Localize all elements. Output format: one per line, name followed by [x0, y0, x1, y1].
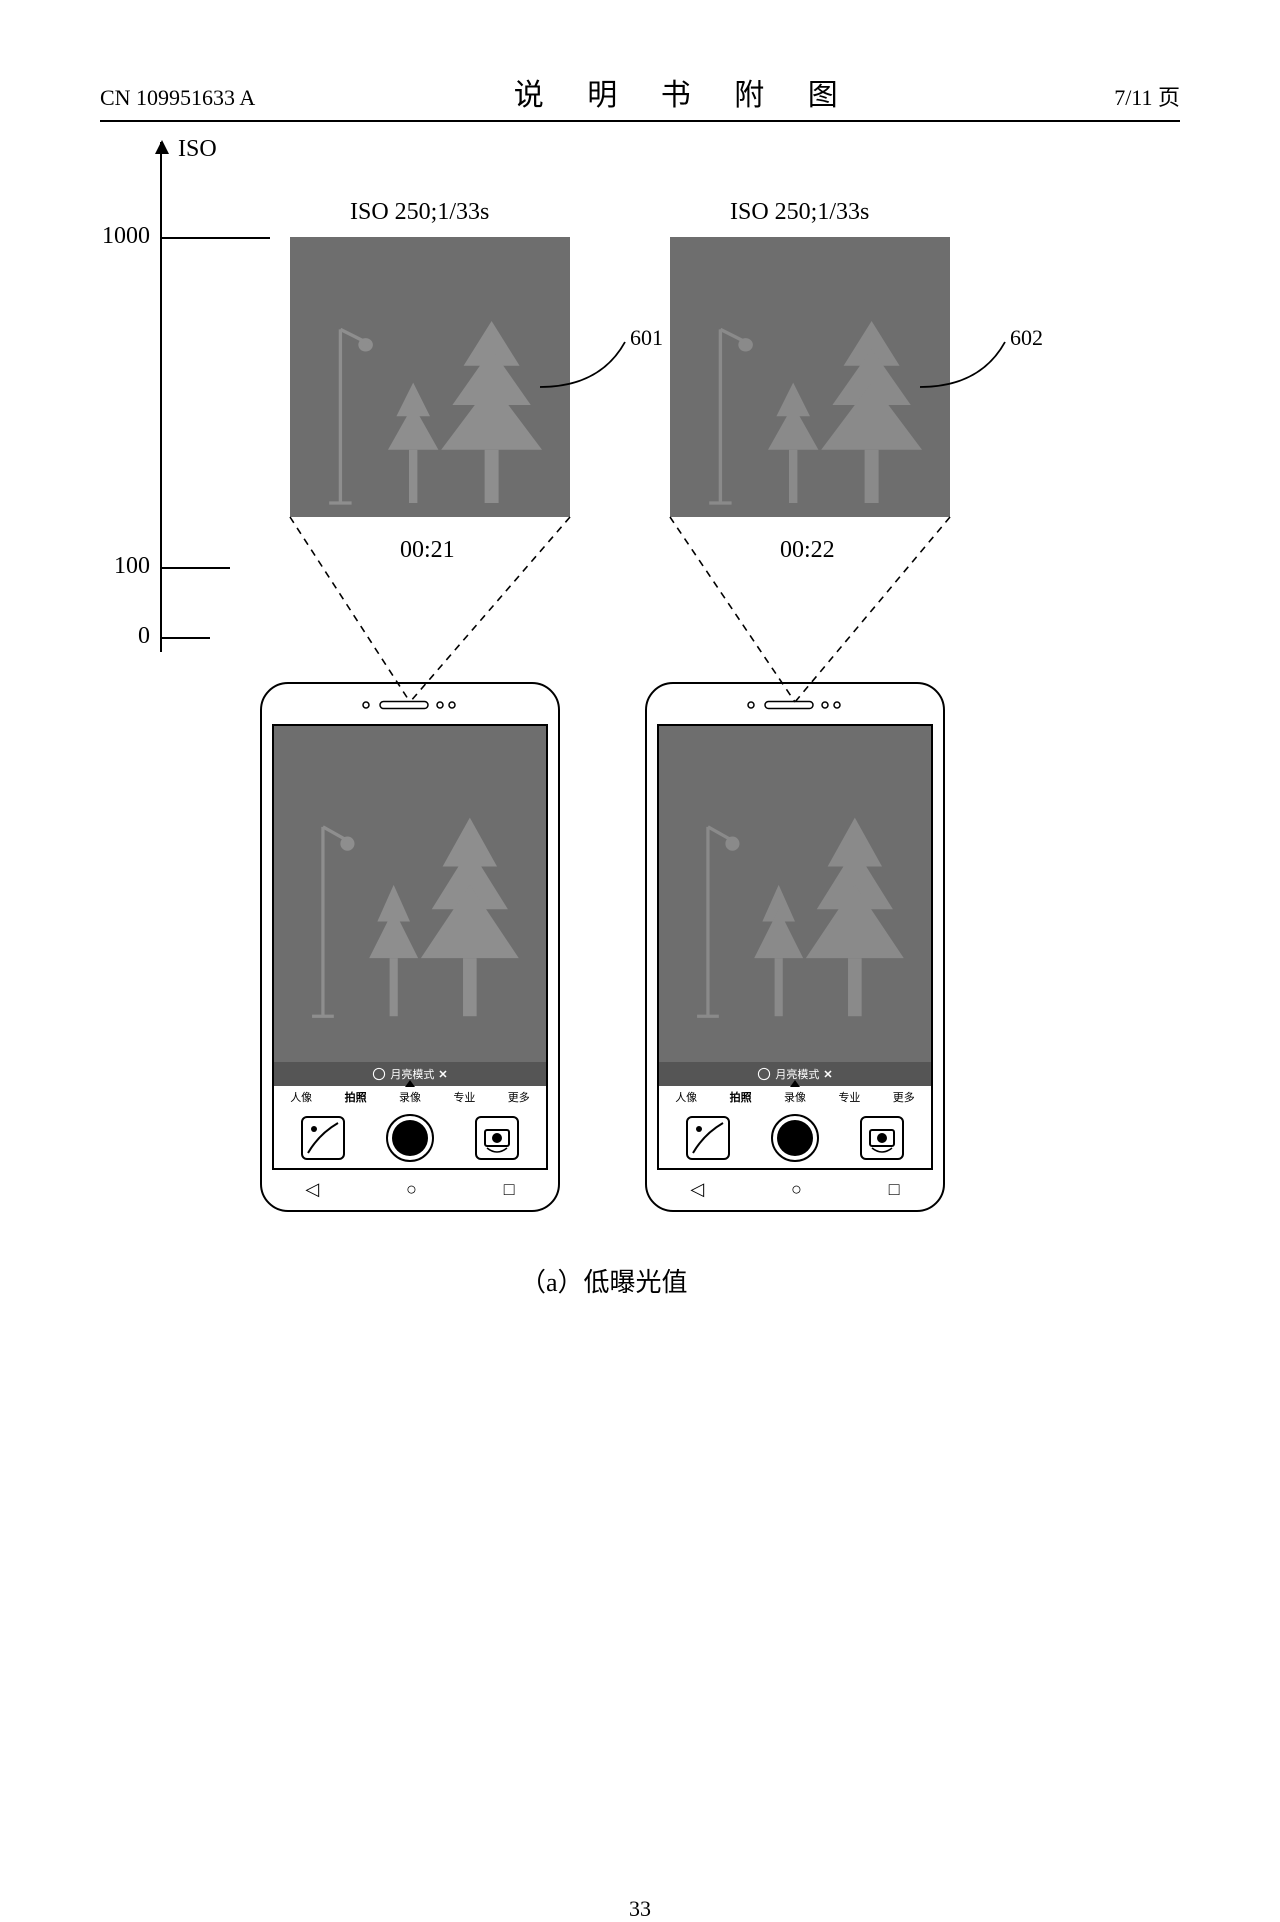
- close-icon[interactable]: ✕: [438, 1068, 447, 1081]
- iso-axis-label: ISO: [178, 136, 217, 163]
- frame-timestamp: 00:22: [780, 537, 835, 564]
- camera-mode-strip: 人像 拍照 录像 专业 更多: [659, 1086, 931, 1108]
- callout-label: 602: [1010, 325, 1043, 351]
- shutter-button[interactable]: [386, 1114, 434, 1162]
- camera-mode-item[interactable]: 更多: [508, 1089, 530, 1105]
- phone-mockup: 月亮模式 ✕ 人像拍照录像专业更多: [645, 682, 945, 1212]
- camera-mode-item[interactable]: 拍照: [730, 1089, 752, 1105]
- switch-camera-button[interactable]: [860, 1116, 904, 1160]
- camera-mode-item[interactable]: 专业: [838, 1089, 860, 1105]
- camera-mode-item[interactable]: 专业: [453, 1089, 475, 1105]
- mode-indicator-icon: [790, 1080, 800, 1087]
- phone-screen: 月亮模式 ✕ 人像拍照录像专业更多: [657, 724, 933, 1170]
- switch-camera-icon: [864, 1120, 900, 1156]
- camera-mode-item[interactable]: 拍照: [345, 1089, 367, 1105]
- camera-mode-item[interactable]: 更多: [893, 1089, 915, 1105]
- gallery-icon: [305, 1120, 341, 1156]
- camera-mode-item[interactable]: 人像: [290, 1089, 312, 1105]
- iso-tick-label: 1000: [90, 223, 150, 250]
- nav-back-icon[interactable]: ◁: [305, 1179, 319, 1200]
- figure-caption: （a）低曝光值: [520, 1262, 688, 1299]
- nav-home-icon[interactable]: ○: [791, 1179, 802, 1200]
- moon-icon: [372, 1067, 386, 1081]
- preview-frame: [290, 237, 570, 517]
- close-icon[interactable]: ✕: [823, 1068, 832, 1081]
- mode-indicator-icon: [405, 1080, 415, 1087]
- camera-mode-strip: 人像 拍照 录像 专业 更多: [274, 1086, 546, 1108]
- section-title: 说 明 书 附 图: [514, 70, 856, 114]
- preview-frame: [670, 237, 950, 517]
- switch-camera-button[interactable]: [475, 1116, 519, 1160]
- patent-number: CN 109951633 A: [100, 85, 255, 111]
- switch-camera-icon: [479, 1120, 515, 1156]
- figure-area: ISO 10001000 ISO 250;1/33s00:21601: [100, 142, 1180, 1502]
- phone-screen: 月亮模式 ✕ 人像拍照录像专业更多: [272, 724, 548, 1170]
- iso-tick-label: 0: [90, 623, 150, 650]
- android-navbar: ◁ ○ □: [262, 1176, 558, 1202]
- gallery-icon: [690, 1120, 726, 1156]
- moon-icon: [757, 1067, 771, 1081]
- nav-home-icon[interactable]: ○: [406, 1179, 417, 1200]
- phone-earpiece-icon: [745, 700, 845, 710]
- shutter-button[interactable]: [771, 1114, 819, 1162]
- camera-viewfinder: [659, 726, 931, 1062]
- phone-mockup: 月亮模式 ✕ 人像拍照录像专业更多: [260, 682, 560, 1212]
- callout-label: 601: [630, 325, 663, 351]
- nav-back-icon[interactable]: ◁: [690, 1179, 704, 1200]
- camera-mode-item[interactable]: 人像: [675, 1089, 697, 1105]
- camera-mode-item[interactable]: 录像: [399, 1089, 421, 1105]
- android-navbar: ◁ ○ □: [647, 1176, 943, 1202]
- frame-exposure-label: ISO 250;1/33s: [350, 199, 489, 226]
- nav-recent-icon[interactable]: □: [504, 1179, 515, 1200]
- gallery-thumbnail-button[interactable]: [301, 1116, 345, 1160]
- iso-tick: [160, 237, 270, 239]
- frame-timestamp: 00:21: [400, 537, 455, 564]
- iso-axis-line: [160, 142, 162, 652]
- page-header: CN 109951633 A 说 明 书 附 图 7/11 页: [100, 70, 1180, 122]
- nav-recent-icon[interactable]: □: [889, 1179, 900, 1200]
- frame-exposure-label: ISO 250;1/33s: [730, 199, 869, 226]
- gallery-thumbnail-button[interactable]: [686, 1116, 730, 1160]
- phone-earpiece-icon: [360, 700, 460, 710]
- camera-mode-item[interactable]: 录像: [784, 1089, 806, 1105]
- iso-tick: [160, 637, 210, 639]
- camera-controls: [274, 1108, 546, 1168]
- camera-viewfinder: [274, 726, 546, 1062]
- iso-tick-label: 100: [90, 553, 150, 580]
- iso-axis-arrow-icon: [155, 140, 169, 154]
- iso-tick: [160, 567, 230, 569]
- camera-controls: [659, 1108, 931, 1168]
- page-number: 33: [629, 1896, 651, 1922]
- page-indicator: 7/11 页: [1114, 80, 1180, 112]
